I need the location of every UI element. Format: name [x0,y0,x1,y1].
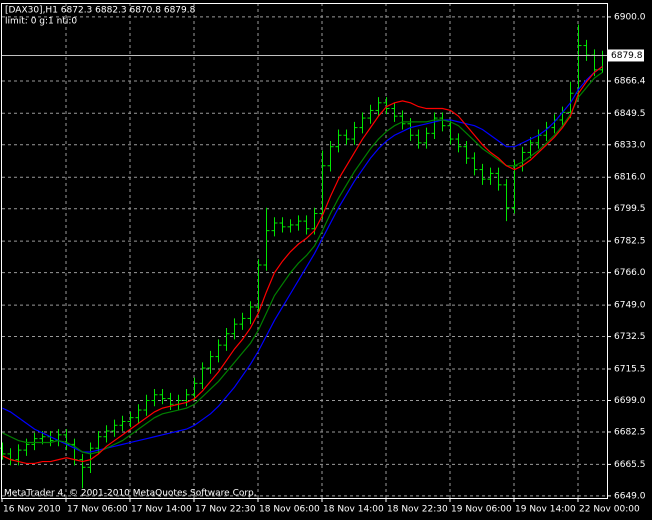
price-box [608,49,644,62]
y-tick-label: 6665.5 [614,460,646,470]
y-tick-label: 6833.0 [614,140,646,150]
footer: MetaTrader 4, © 2001-2010 MetaQuotes Sof… [4,489,257,499]
y-tick-label: 6749.0 [614,301,646,311]
y-tick-label: 6799.5 [614,204,646,214]
grid [2,3,607,498]
y-tick-label: 6816.0 [614,173,646,183]
y-tick-label: 6849.5 [614,109,646,119]
marks [0,24,606,489]
y-tick-label: 6900.0 [614,12,646,22]
x-tick-label: 18 Nov 22:30 [387,505,448,515]
y-tick-label: 6649.0 [614,491,646,501]
y-tick-label: 6782.5 [614,237,646,247]
x-tick-label: 16 Nov 2010 [3,505,61,515]
x-tick-label: 18 Nov 14:00 [323,505,384,515]
y-tick-label: 6732.5 [614,332,646,342]
x-tick-label: 19 Nov 14:00 [515,505,576,515]
ma-line [2,66,603,453]
y-tick-label: 6715.5 [614,365,646,375]
x-tick-label: 17 Nov 14:00 [131,505,192,515]
y-tick-label: 6682.5 [614,427,646,437]
plot-frame [1,3,608,499]
x-tick-label: 18 Nov 06:00 [259,505,320,515]
y-tick-label: 6866.4 [614,77,646,87]
price-label: 6879.8 [611,51,643,61]
header: [DAX30],H1 6872.3 6882.3 6870.8 6879.8 [5,6,196,16]
subheader: limit: 0 g:1 nti:0 [5,17,77,27]
x-tick-label: 22 Nov 00:00 [579,505,640,515]
ma-line [2,66,603,465]
x-tick-label: 19 Nov 06:00 [451,505,512,515]
x-tick-label: 17 Nov 06:00 [67,505,128,515]
y-tick-label: 6699.0 [614,396,646,406]
y-tick-label: 6766.0 [614,268,646,278]
x-tick-label: 17 Nov 22:30 [195,505,256,515]
